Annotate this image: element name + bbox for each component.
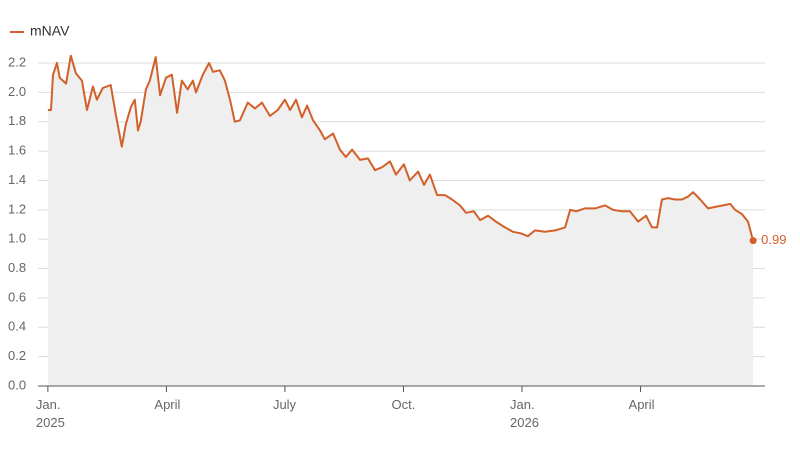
y-tick-label: 1.2	[8, 201, 26, 216]
x-tick-label: Oct.	[391, 397, 416, 412]
x-tick-label: July	[272, 397, 297, 412]
x-tick-label: April	[628, 397, 655, 412]
y-tick-label: 1.0	[8, 231, 26, 246]
y-tick-label: 2.0	[8, 84, 26, 99]
area	[47, 55, 754, 386]
y-tick-label: 0.8	[8, 260, 26, 275]
line	[47, 54, 755, 241]
y-tick-label: 1.4	[8, 172, 26, 187]
legend-label: mNAV	[30, 23, 70, 39]
y-tick-label: 0.4	[8, 319, 26, 334]
x-tick-label: Jan. 2025	[35, 397, 65, 430]
y-tick-label: 0.2	[8, 348, 26, 363]
end-point	[749, 237, 757, 245]
x-tick-label: Jan. 2026	[510, 397, 539, 430]
x-tick-label: April	[154, 397, 181, 412]
y-tick-label: 1.6	[8, 143, 26, 158]
y-tick-label: 0.0	[8, 377, 26, 392]
y-tick-label: 1.8	[8, 113, 26, 128]
y-tick-label: 0.6	[8, 289, 26, 304]
y-tick-label: 2.2	[8, 54, 26, 69]
end-label: 0.99	[761, 232, 786, 247]
